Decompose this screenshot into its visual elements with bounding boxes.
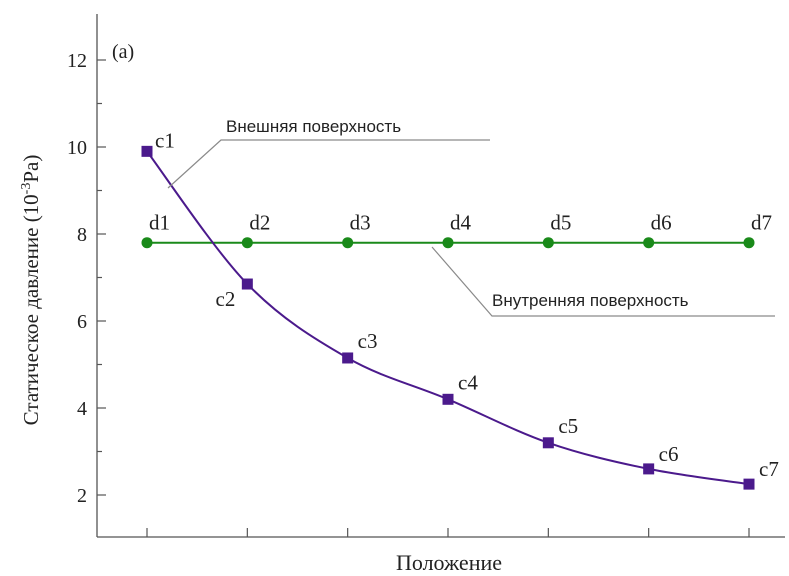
y-axis-label-unit: Pa) xyxy=(19,155,43,183)
y-ticks: 2 4 6 8 10 12 xyxy=(67,50,106,507)
outer-surface-point-label: c6 xyxy=(659,442,679,466)
x-axis-label: Положение xyxy=(396,550,502,575)
outer-surface-point xyxy=(442,393,454,405)
y-tick-label: 6 xyxy=(77,311,87,333)
y-tick-label: 8 xyxy=(77,224,87,246)
inner-surface-point xyxy=(342,237,354,249)
inner-surface-leader-line xyxy=(431,246,775,317)
callouts: Внешняя поверхность Внутренняя поверхнос… xyxy=(167,117,775,317)
axes xyxy=(96,14,785,538)
inner-surface-callout-label: Внутренняя поверхность xyxy=(492,291,689,310)
inner-surface-point-label: d5 xyxy=(550,211,571,235)
outer-surface-leader-line xyxy=(167,139,490,189)
y-axis-label: Статическое давление (10-3Pa) xyxy=(19,155,43,426)
inner-surface-point xyxy=(743,237,755,249)
outer-surface-point xyxy=(643,463,655,475)
inner-surface-point xyxy=(141,237,153,249)
panel-label: (a) xyxy=(112,41,134,63)
outer-surface-point-label: c2 xyxy=(216,287,236,311)
y-tick-label: 12 xyxy=(67,50,87,72)
inner-surface-point-label: d3 xyxy=(350,211,371,235)
outer-surface-point-label: c1 xyxy=(155,128,175,152)
inner-surface-point-label: d2 xyxy=(249,211,270,235)
inner-surface-point-label: d6 xyxy=(651,211,672,235)
inner-surface-point-label: d1 xyxy=(149,211,170,235)
outer-surface-point-label: c7 xyxy=(759,457,779,481)
series-outer-surface: c1 c2 c3 c4 c5 c6 c7 xyxy=(141,128,779,490)
outer-surface-point xyxy=(241,278,253,290)
inner-surface-point-label: d7 xyxy=(751,211,772,235)
outer-surface-point xyxy=(141,145,153,157)
inner-surface-point xyxy=(442,237,454,249)
outer-surface-callout-label: Внешняя поверхность xyxy=(226,117,401,136)
inner-surface-point xyxy=(542,237,554,249)
y-tick-label: 10 xyxy=(67,137,87,159)
outer-surface-point xyxy=(542,437,554,449)
outer-surface-point-label: c5 xyxy=(558,414,578,438)
y-axis-label-sup: -3 xyxy=(19,183,34,195)
outer-surface-point-label: c4 xyxy=(458,370,478,394)
x-ticks xyxy=(146,528,750,537)
y-tick-label: 2 xyxy=(77,485,87,507)
y-axis-label-main: Статическое давление (10 xyxy=(19,194,43,425)
y-tick-label: 4 xyxy=(77,398,87,420)
inner-surface-point xyxy=(241,237,253,249)
series-inner-surface: d1 d2 d3 d4 d5 d6 d7 xyxy=(141,211,772,249)
outer-surface-point xyxy=(743,478,755,490)
outer-surface-point-label: c3 xyxy=(358,329,378,353)
inner-surface-point xyxy=(643,237,655,249)
inner-surface-point-label: d4 xyxy=(450,211,472,235)
outer-surface-point xyxy=(342,352,354,364)
outer-surface-curve xyxy=(146,150,750,486)
